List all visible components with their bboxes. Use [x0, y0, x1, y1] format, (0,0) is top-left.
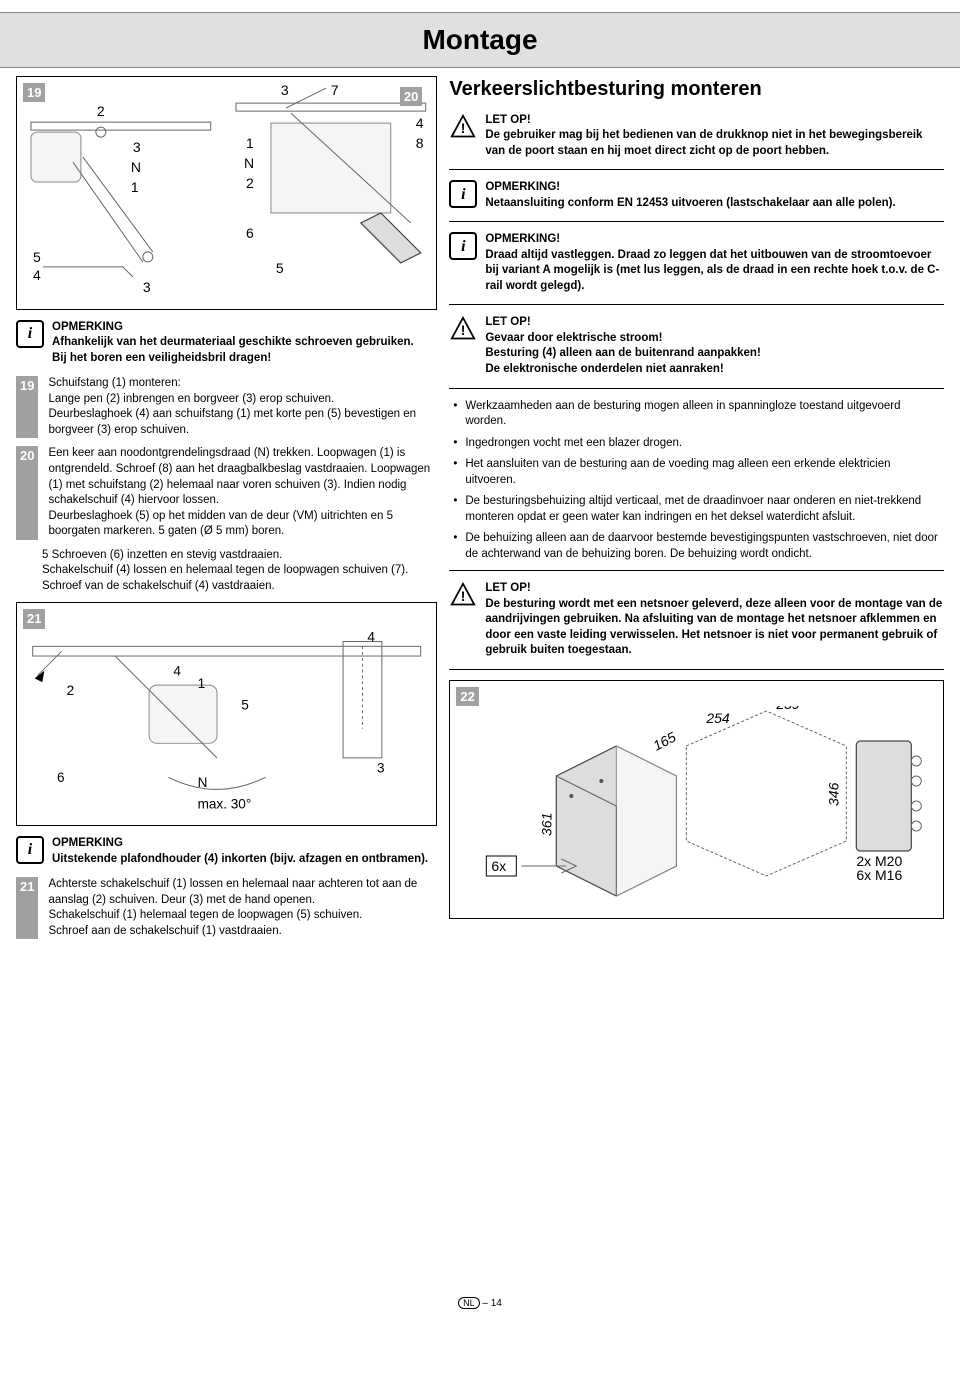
svg-text:1: 1	[198, 676, 206, 691]
note-right-1: i OPMERKING! Netaansluiting conform EN 1…	[449, 180, 944, 211]
note-title: OPMERKING	[52, 320, 437, 336]
svg-text:2: 2	[246, 175, 254, 191]
svg-text:2: 2	[67, 682, 75, 697]
warning-2: ! LET OP! Gevaar door elektrische stroom…	[449, 315, 944, 377]
svg-text:5: 5	[241, 697, 249, 712]
svg-text:361: 361	[539, 813, 555, 836]
svg-text:239: 239	[776, 706, 801, 712]
note-title: OPMERKING	[52, 836, 437, 852]
svg-text:3: 3	[133, 139, 141, 155]
step-20: 20 Een keer aan noodontgrendelingsdraad …	[16, 446, 437, 539]
svg-text:6x: 6x	[492, 858, 507, 874]
svg-text:N: N	[244, 155, 254, 171]
note-title: OPMERKING!	[485, 232, 944, 248]
warn-text: De gebruiker mag bij het bedienen van de…	[485, 128, 944, 159]
note-line: Uitstekende plafondhouder (4) inkorten (…	[52, 852, 437, 868]
step-text: Achterste schakelschuif (1) lossen en he…	[48, 877, 437, 939]
info-icon: i	[449, 232, 477, 260]
warning-icon: !	[449, 315, 477, 343]
warn-title: LET OP!	[485, 581, 944, 597]
svg-text:max. 30°: max. 30°	[198, 796, 252, 811]
warn-title: LET OP!	[485, 113, 944, 129]
note-left-1: i OPMERKING Afhankelijk van het deurmate…	[16, 320, 437, 367]
info-icon: i	[16, 836, 44, 864]
figure-22: 22 239 254 165	[449, 680, 944, 919]
warn-line: De elektronische onderdelen niet aanrake…	[485, 362, 944, 378]
warn-title: LET OP!	[485, 315, 944, 331]
info-icon: i	[449, 180, 477, 208]
warning-3: ! LET OP! De besturing wordt met een net…	[449, 581, 944, 659]
figure-21: 21 2 6 4 1 5 N 3 4 max. 30°	[16, 602, 437, 826]
page-footer: NL NL – 14 – 14	[0, 1287, 960, 1321]
bullet-list: Werkzaamheden aan de besturing mogen all…	[449, 399, 944, 563]
warn-line: Besturing (4) alleen aan de buitenrand a…	[485, 346, 944, 362]
bullet-item: Het aansluiten van de besturing aan de v…	[449, 457, 944, 488]
warn-line: Gevaar door elektrische stroom!	[485, 331, 944, 347]
svg-text:!: !	[461, 588, 466, 604]
bullet-item: De besturingsbehuizing altijd verticaal,…	[449, 494, 944, 525]
step-badge: 19	[16, 376, 38, 438]
note-right-2: i OPMERKING! Draad altijd vastleggen. Dr…	[449, 232, 944, 294]
svg-text:4: 4	[367, 629, 375, 644]
step-badge: 20	[16, 446, 38, 539]
fig19-badge: 19	[23, 83, 45, 103]
section-title: Verkeerslichtbesturing monteren	[449, 76, 944, 103]
svg-text:4: 4	[173, 663, 181, 678]
note-line: Afhankelijk van het deurmateriaal geschi…	[52, 335, 437, 351]
svg-text:1: 1	[246, 135, 254, 151]
step-19: 19 Schuifstang (1) monteren: Lange pen (…	[16, 376, 437, 438]
svg-text:2: 2	[97, 103, 105, 119]
step-text: Een keer aan noodontgrendelingsdraad (N)…	[48, 446, 437, 539]
fig22-badge: 22	[456, 687, 478, 707]
svg-text:7: 7	[331, 83, 339, 98]
figure-19-20: 19 2 3 N 1 5 4 3	[16, 76, 437, 310]
svg-text:4: 4	[33, 267, 41, 283]
warning-icon: !	[449, 581, 477, 609]
note-left-2: i OPMERKING Uitstekende plafondhouder (4…	[16, 836, 437, 867]
fig20-badge: 20	[400, 87, 422, 107]
warning-icon: !	[449, 113, 477, 141]
svg-text:6: 6	[57, 770, 65, 785]
warn-text: De besturing wordt met een netsnoer gele…	[485, 597, 944, 659]
svg-text:6: 6	[246, 225, 254, 241]
bullet-item: Ingedrongen vocht met een blazer drogen.	[449, 436, 944, 452]
svg-text:3: 3	[377, 760, 385, 775]
note-line: Bij het boren een veiligheidsbril dragen…	[52, 351, 437, 367]
svg-text:5: 5	[33, 249, 41, 265]
page-title: Montage	[0, 12, 960, 68]
svg-text:!: !	[461, 120, 466, 136]
svg-text:165: 165	[651, 729, 679, 754]
svg-text:5: 5	[276, 260, 284, 276]
note-title: OPMERKING!	[485, 180, 944, 196]
svg-text:3: 3	[281, 83, 289, 98]
svg-text:346: 346	[826, 783, 842, 807]
bullet-item: Werkzaamheden aan de besturing mogen all…	[449, 399, 944, 430]
svg-text:4: 4	[415, 115, 423, 131]
step-badge: 21	[16, 877, 38, 939]
fig21-badge: 21	[23, 609, 45, 629]
svg-text:N: N	[131, 159, 141, 175]
svg-text:254: 254	[706, 710, 731, 726]
bullet-item: De behuizing alleen aan de daarvoor best…	[449, 531, 944, 562]
note-text: Netaansluiting conform EN 12453 uitvoere…	[485, 196, 944, 212]
svg-text:6x M16: 6x M16	[857, 867, 903, 883]
svg-text:1: 1	[131, 179, 139, 195]
note-text: Draad altijd vastleggen. Draad zo leggen…	[485, 248, 944, 295]
step-21: 21 Achterste schakelschuif (1) lossen en…	[16, 877, 437, 939]
svg-text:!: !	[461, 323, 466, 339]
svg-text:8: 8	[415, 135, 423, 151]
step-text-cont: 5 Schroeven (6) inzetten en stevig vastd…	[42, 548, 437, 595]
svg-text:3: 3	[143, 279, 151, 295]
info-icon: i	[16, 320, 44, 348]
step-text: Schuifstang (1) monteren: Lange pen (2) …	[48, 376, 437, 438]
warning-1: ! LET OP! De gebruiker mag bij het bedie…	[449, 113, 944, 160]
